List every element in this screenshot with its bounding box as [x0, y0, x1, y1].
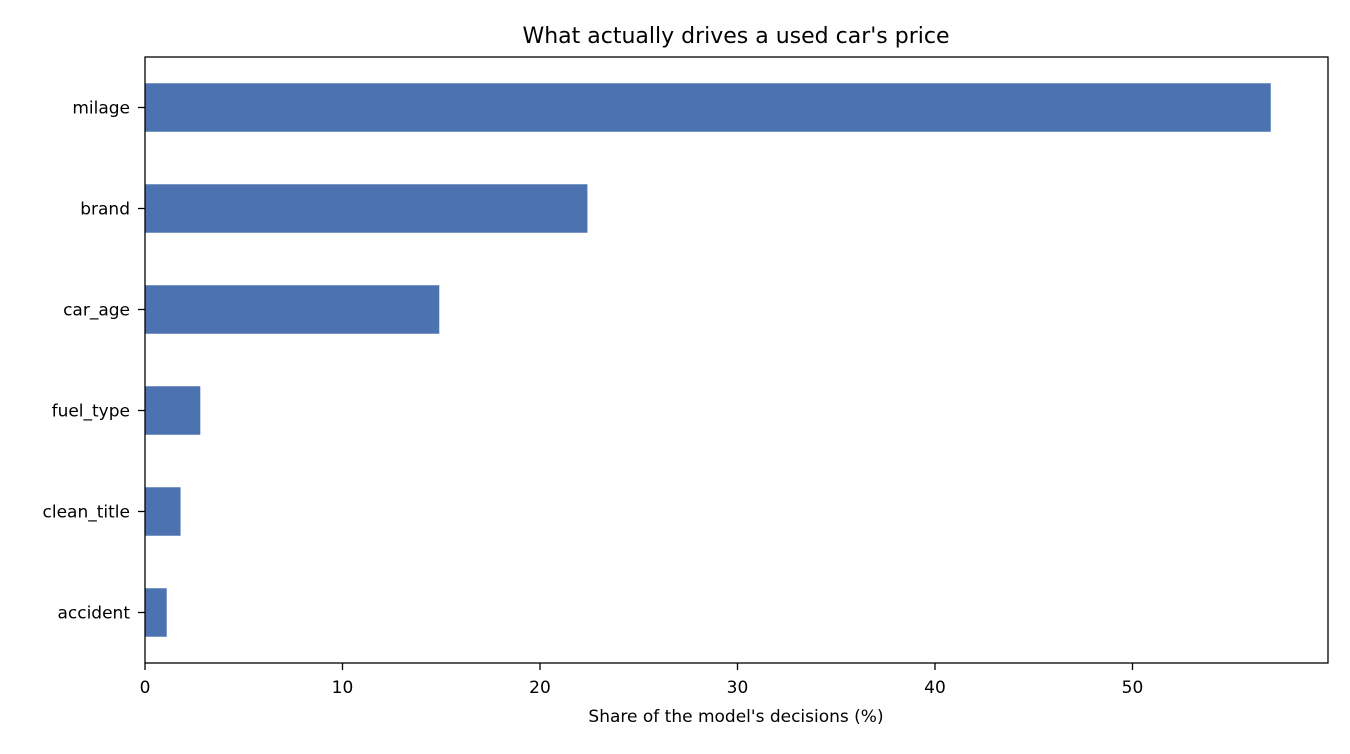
x-tick-label: 50: [1122, 678, 1144, 698]
y-tick-label: clean_title: [43, 503, 130, 523]
x-axis-label: Share of the model's decisions (%): [588, 707, 883, 727]
y-ticks-group: milage brand car_age fuel_type clean_titleac…: [43, 99, 145, 624]
x-tick-label: 20: [529, 678, 551, 698]
y-tick-label: brand: [80, 200, 130, 220]
bar-brand: [145, 184, 588, 233]
x-tick-label: 30: [727, 678, 749, 698]
bar-clean-title: [145, 487, 181, 536]
bar-accident: [145, 588, 167, 637]
bar-car-age: [145, 285, 440, 334]
y-tick-label: car_age: [63, 301, 130, 321]
y-tick-label: accident: [57, 604, 130, 624]
x-tick-label: 10: [332, 678, 354, 698]
bar-fuel-type: [145, 386, 201, 435]
chart-title: What actually drives a used car's price: [522, 24, 949, 49]
x-tick-label: 0: [140, 678, 151, 698]
bar-milage: [145, 83, 1271, 132]
x-ticks-group: 0 10 20 30 40 50: [140, 663, 1144, 698]
plot-area-frame: [144, 56, 1329, 664]
y-tick-label: fuel_type: [52, 402, 130, 422]
bars-group: [145, 83, 1271, 637]
y-tick-label: milage: [72, 99, 130, 119]
x-tick-label: 40: [924, 678, 946, 698]
